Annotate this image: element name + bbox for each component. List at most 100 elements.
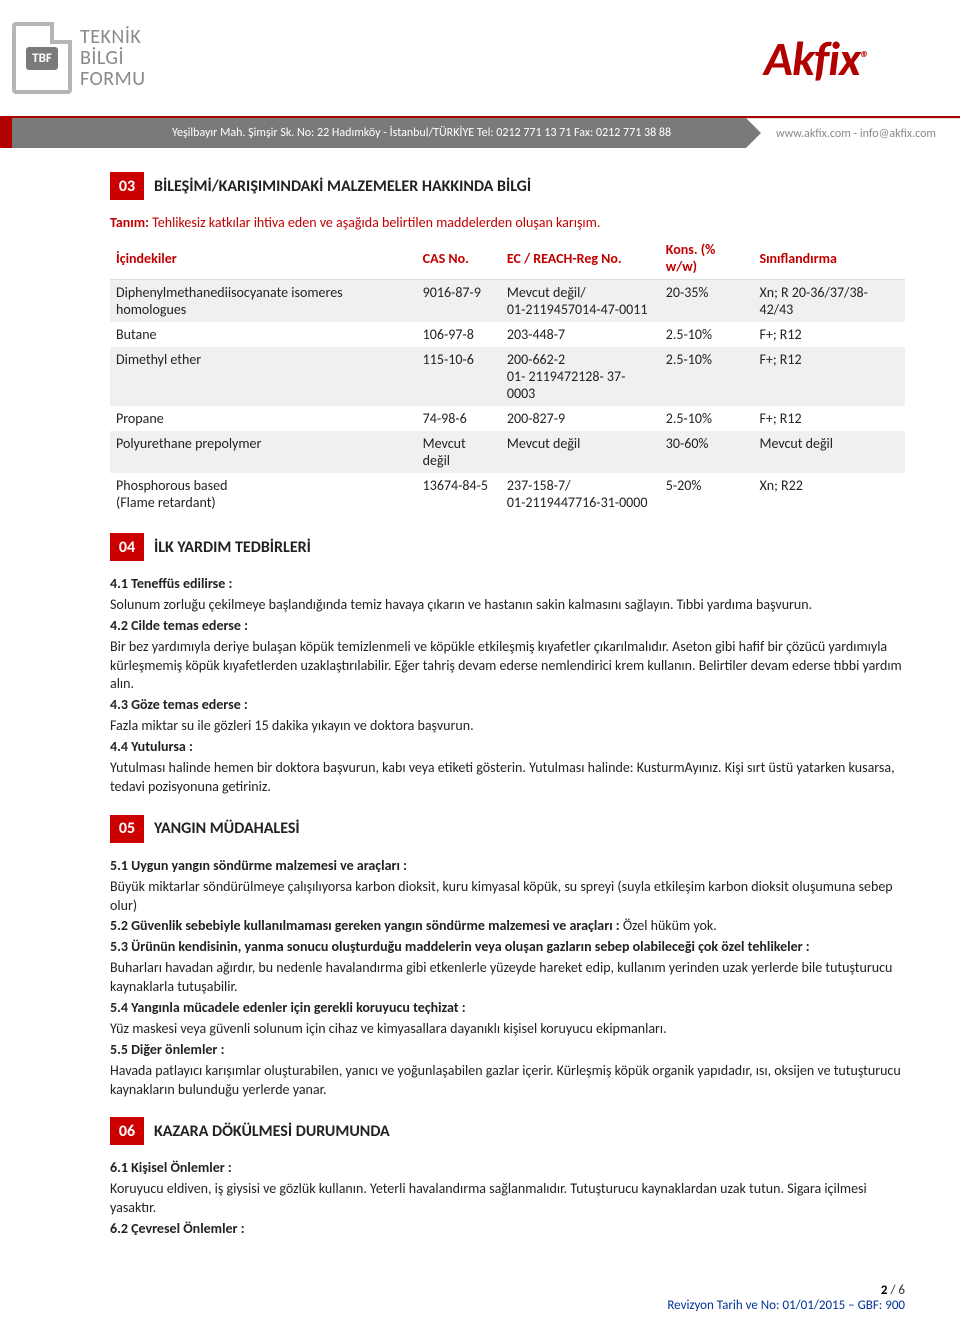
- header-spacer: [230, 0, 690, 116]
- section-05-head: 05 YANGIN MÜDAHALESİ: [110, 815, 905, 843]
- tbf-line1: TEKNİK: [80, 27, 146, 48]
- table-cell: Diphenylmethanediisocyanate isomeres hom…: [110, 280, 417, 323]
- section-03-num: 03: [110, 172, 144, 200]
- table-cell: Xn; R 20-36/37/38-42/43: [753, 280, 905, 323]
- table-cell: 74-98-6: [417, 406, 501, 431]
- table-cell: Mevcut değil: [753, 431, 905, 473]
- table-row: Butane106-97-8203-448-72.5-10%F+; R12: [110, 322, 905, 347]
- item-text: Yüz maskesi veya güvenli solunum için ci…: [110, 1020, 905, 1039]
- item-text: Bir bez yardımıyla deriye bulaşan köpük …: [110, 638, 905, 695]
- table-cell: Mevcut değil: [501, 431, 660, 473]
- table-cell: 9016-87-9: [417, 280, 501, 323]
- tbf-badge: TBF: [26, 47, 58, 70]
- item-heading: 4.3 Göze temas ederse :: [110, 696, 905, 715]
- table-cell: Mevcut değil/ 01-2119457014-47-0011: [501, 280, 660, 323]
- section-06-num: 06: [110, 1117, 144, 1145]
- table-cell: F+; R12: [753, 322, 905, 347]
- table-cell: Butane: [110, 322, 417, 347]
- table-cell: 30-60%: [660, 431, 754, 473]
- item-heading: 5.3 Ürünün kendisinin, yanma sonucu oluş…: [110, 938, 905, 957]
- item-heading: 4.1 Teneffüs edilirse :: [110, 575, 905, 594]
- item-heading: 6.2 Çevresel Önlemler :: [110, 1220, 905, 1239]
- section-06-head: 06 KAZARA DÖKÜLMESİ DURUMUNDA: [110, 1117, 905, 1145]
- table-row: Dimethyl ether115-10-6200-662-2 01- 2119…: [110, 347, 905, 406]
- table-cell: 2.5-10%: [660, 406, 754, 431]
- page-sep: /: [888, 1283, 899, 1298]
- table-cell: 106-97-8: [417, 322, 501, 347]
- section-04-body: 4.1 Teneffüs edilirse : Solunum zorluğu ç…: [110, 575, 905, 797]
- table-cell: 13674-84-5: [417, 473, 501, 515]
- table-cell: 2.5-10%: [660, 347, 754, 406]
- table-cell: 115-10-6: [417, 347, 501, 406]
- definition: Tanım: Tehlikesiz katkılar ihtiva eden v…: [110, 214, 905, 231]
- col-cas: CAS No.: [417, 237, 501, 280]
- table-row: Polyurethane prepolymerMevcut değilMevcu…: [110, 431, 905, 473]
- col-ingredients: İçindekiler: [110, 237, 417, 280]
- table-header-row: İçindekiler CAS No. EC / REACH-Reg No. K…: [110, 237, 905, 280]
- item-text: Özel hüküm yok.: [623, 917, 717, 934]
- table-cell: F+; R12: [753, 347, 905, 406]
- item-text: Solunum zorluğu çekilmeye başlandığında …: [110, 596, 905, 615]
- item-heading: 5.2 Güvenlik sebebiyle kullanılmaması ge…: [110, 917, 905, 936]
- akfix-logo: Akfix®: [690, 0, 960, 116]
- item-text: Buharları havadan ağırdır, bu nedenle ha…: [110, 959, 905, 997]
- item-heading: 4.2 Cilde temas ederse :: [110, 617, 905, 636]
- section-03-head: 03 BİLEŞİMİ/KARIŞIMINDAKİ MALZEMELER HAK…: [110, 172, 905, 200]
- table-row: Phosphorous based (Flame retardant)13674…: [110, 473, 905, 515]
- item-text: Koruyucu eldiven, iş giysisi ve gözlük k…: [110, 1180, 905, 1218]
- section-05-title: YANGIN MÜDAHALESİ: [154, 819, 300, 838]
- table-cell: Mevcut değil: [417, 431, 501, 473]
- item-heading: 4.4 Yutulursa :: [110, 738, 905, 757]
- page-current: 2: [881, 1283, 888, 1298]
- content: 03 BİLEŞİMİ/KARIŞIMINDAKİ MALZEMELER HAK…: [0, 148, 960, 1277]
- table-cell: 20-35%: [660, 280, 754, 323]
- table-cell: F+; R12: [753, 406, 905, 431]
- item-text: Yutulması halinde hemen bir doktora başv…: [110, 759, 905, 797]
- table-cell: Xn; R22: [753, 473, 905, 515]
- table-cell: Polyurethane prepolymer: [110, 431, 417, 473]
- section-03-title: BİLEŞİMİ/KARIŞIMINDAKİ MALZEMELER HAKKIN…: [154, 177, 531, 196]
- document-icon: TBF: [12, 22, 72, 94]
- tbf-logo: TBF TEKNİK BİLGİ FORMU: [0, 0, 230, 116]
- item-heading: 5.1 Uygun yangın söndürme malzemesi ve a…: [110, 857, 905, 876]
- item-text: Fazla miktar su ile gözleri 15 dakika yı…: [110, 717, 905, 736]
- item-text: Büyük miktarlar söndürülmeye çalışılıyor…: [110, 878, 905, 916]
- section-04-head: 04 İLK YARDIM TEDBİRLERİ: [110, 533, 905, 561]
- address-right: www.akfix.com - info@akfix.com: [746, 118, 960, 148]
- tbf-text: TEKNİK BİLGİ FORMU: [80, 27, 146, 90]
- address-bar: Yeşilbayır Mah. Şimşir Sk. No: 22 Hadımk…: [0, 118, 960, 148]
- item-heading: 5.4 Yangınla mücadele edenler için gerek…: [110, 999, 905, 1018]
- red-stub: [0, 118, 12, 148]
- col-ec: EC / REACH-Reg No.: [501, 237, 660, 280]
- table-cell: Dimethyl ether: [110, 347, 417, 406]
- table-cell: 237-158-7/ 01-2119447716-31-0000: [501, 473, 660, 515]
- akfix-text: Akfix: [764, 29, 860, 88]
- page-number: 2 / 6: [0, 1283, 905, 1298]
- section-05-num: 05: [110, 815, 144, 843]
- section-05-body: 5.1 Uygun yangın söndürme malzemesi ve a…: [110, 857, 905, 1100]
- table-cell: 200-662-2 01- 2119472128- 37- 0003: [501, 347, 660, 406]
- composition-table: İçindekiler CAS No. EC / REACH-Reg No. K…: [110, 237, 905, 515]
- definition-label: Tanım:: [110, 214, 149, 231]
- item-heading: 6.1 Kişisel Önlemler :: [110, 1159, 905, 1178]
- tbf-line3: FORMU: [80, 69, 146, 90]
- page-total: 6: [898, 1283, 905, 1298]
- table-row: Diphenylmethanediisocyanate isomeres hom…: [110, 280, 905, 323]
- section-06-body: 6.1 Kişisel Önlemler : Koruyucu eldiven, …: [110, 1159, 905, 1239]
- table-row: Propane74-98-6200-827-92.5-10%F+; R12: [110, 406, 905, 431]
- definition-text: Tehlikesiz katkılar ihtiva eden ve aşağı…: [152, 214, 600, 231]
- table-cell: 203-448-7: [501, 322, 660, 347]
- footer: 2 / 6 Revizyon Tarih ve No: 01/01/2015 –…: [0, 1277, 960, 1325]
- section-04-num: 04: [110, 533, 144, 561]
- revision-info: Revizyon Tarih ve No: 01/01/2015 – GBF: …: [0, 1298, 905, 1313]
- item-heading: 5.5 Diğer önlemler :: [110, 1041, 905, 1060]
- table-cell: 2.5-10%: [660, 322, 754, 347]
- table-cell: Phosphorous based (Flame retardant): [110, 473, 417, 515]
- registered-icon: ®: [860, 47, 868, 69]
- item-text: Havada patlayıcı karışımlar oluşturabile…: [110, 1062, 905, 1100]
- section-06-title: KAZARA DÖKÜLMESİ DURUMUNDA: [154, 1122, 390, 1141]
- col-conc: Kons. (% w/w): [660, 237, 754, 280]
- address-left: Yeşilbayır Mah. Şimşir Sk. No: 22 Hadımk…: [12, 118, 746, 148]
- tbf-line2: BİLGİ: [80, 48, 146, 69]
- table-cell: 200-827-9: [501, 406, 660, 431]
